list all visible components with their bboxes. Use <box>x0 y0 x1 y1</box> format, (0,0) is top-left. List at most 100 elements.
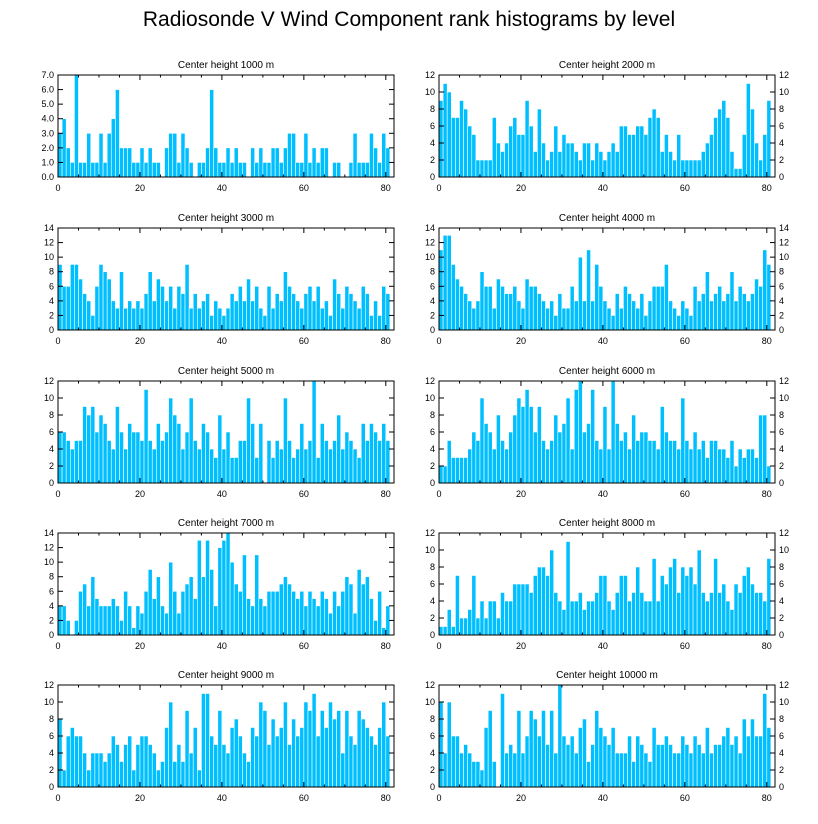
histogram-bar <box>246 598 251 636</box>
histogram-bar <box>610 727 616 788</box>
histogram-bar <box>651 285 657 331</box>
histogram-bar <box>295 300 301 331</box>
histogram-bar <box>348 583 354 636</box>
y-tick-label: 8 <box>49 572 54 582</box>
histogram-bar <box>57 264 63 331</box>
histogram-bar <box>639 125 645 178</box>
histogram-bar <box>201 162 206 178</box>
histogram-bar <box>606 744 612 788</box>
histogram-bar <box>532 718 538 788</box>
histogram-bar <box>705 600 710 636</box>
histogram-bar <box>156 162 161 178</box>
histogram-bar <box>504 142 509 178</box>
histogram-bar <box>516 134 522 178</box>
histogram-bar <box>123 448 128 484</box>
histogram-bar <box>307 285 313 331</box>
histogram-bar <box>217 162 223 178</box>
histogram-bar <box>659 744 665 788</box>
histogram-bar <box>172 307 178 331</box>
histogram-bar <box>643 752 649 788</box>
histogram-bar <box>586 142 591 178</box>
x-tick-label: 80 <box>762 489 772 499</box>
histogram-bar <box>225 147 231 178</box>
histogram-bar <box>188 397 194 484</box>
histogram-bar <box>360 162 366 178</box>
histogram-bar <box>278 300 284 331</box>
histogram-bar <box>631 592 636 636</box>
histogram-bar <box>369 132 374 178</box>
y-tick-label: 14 <box>44 223 54 233</box>
histogram-bar <box>479 397 485 484</box>
y-tick-label: 6 <box>430 281 435 291</box>
histogram-bar <box>115 406 120 484</box>
histogram-bar <box>78 735 83 788</box>
histogram-bar <box>381 701 387 788</box>
histogram-bar <box>582 300 587 331</box>
histogram-bar <box>545 575 550 636</box>
histogram-bar <box>233 583 239 636</box>
histogram-bar <box>676 592 682 636</box>
histogram-bar <box>340 448 346 484</box>
histogram-bar <box>147 271 153 331</box>
y-tick-label: 6 <box>49 281 54 291</box>
histogram-bar <box>369 423 374 484</box>
histogram-bar <box>438 100 444 178</box>
histogram-bar <box>332 590 337 636</box>
histogram-bar <box>512 583 518 636</box>
histogram-bar <box>655 117 661 178</box>
y-tick-label: 4.0 <box>41 114 54 124</box>
histogram-bar <box>365 440 370 484</box>
y-tick-label: 0 <box>430 630 435 640</box>
histogram-bar <box>356 307 362 331</box>
histogram-bar <box>545 744 550 788</box>
histogram-bar <box>594 142 600 178</box>
figure-title: Radiosonde V Wind Component rank histogr… <box>142 8 676 31</box>
histogram-bar <box>631 300 636 331</box>
histogram-bar <box>303 605 309 636</box>
histogram-bar <box>508 600 514 636</box>
histogram-bar <box>729 440 735 484</box>
histogram-bar <box>528 710 534 788</box>
histogram-bar <box>119 620 124 636</box>
histogram-panel-4: Center height 4000 m0 20 40 60 800 02 24 46 68 81… <box>425 213 789 346</box>
histogram-bar <box>553 125 559 178</box>
y-tick-label: 2 <box>49 765 54 775</box>
histogram-bar <box>205 147 210 178</box>
histogram-bar <box>340 590 346 636</box>
histogram-bar <box>557 151 563 178</box>
histogram-bar <box>618 125 624 178</box>
histogram-bar <box>164 431 169 484</box>
histogram-bar <box>270 307 276 331</box>
histogram-bar <box>164 727 169 788</box>
y-tick-label: 10 <box>44 697 54 707</box>
histogram-bar <box>688 566 694 636</box>
histogram-bar <box>319 590 325 636</box>
histogram-bar <box>102 271 108 331</box>
histogram-bar <box>258 307 264 331</box>
histogram-bar <box>664 583 669 636</box>
y-tick-label: 8 <box>430 714 435 724</box>
y-tick-label: 0 <box>49 782 54 792</box>
histogram-bar <box>643 600 649 636</box>
histogram-bar <box>332 440 337 484</box>
histogram-bar <box>86 605 92 636</box>
histogram-bar <box>340 752 346 788</box>
histogram-bar <box>746 300 751 331</box>
histogram-bar <box>151 752 157 788</box>
histogram-bar <box>483 159 489 178</box>
histogram-bar <box>537 293 542 331</box>
x-tick-label: 20 <box>135 641 145 651</box>
histogram-bar <box>283 397 288 484</box>
histogram-bar <box>270 147 276 178</box>
histogram-bar <box>242 554 247 636</box>
histogram-bar <box>127 605 133 636</box>
histogram-bar <box>135 431 141 484</box>
y-tick-label-right: 6 <box>779 427 784 437</box>
y-tick-label-right: 14 <box>779 223 789 233</box>
y-tick-label-right: 10 <box>779 252 789 262</box>
histogram-bar <box>463 457 468 484</box>
histogram-bar <box>188 162 194 178</box>
histogram-bar <box>741 718 747 788</box>
histogram-bar <box>610 315 616 331</box>
